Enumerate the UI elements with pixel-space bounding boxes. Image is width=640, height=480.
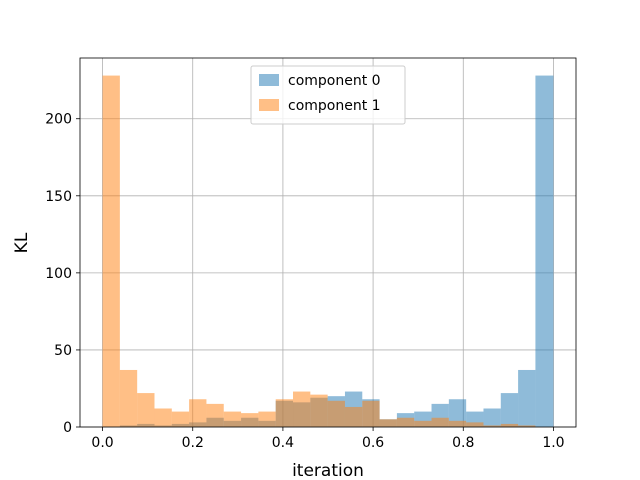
bar-component-1-20 [448,420,467,427]
bar-component-1-15 [362,400,380,427]
bar-component-1-11 [293,391,311,427]
x-tick-label: 0.8 [452,435,474,451]
bar-component-0-23 [500,393,519,427]
legend-label-component-0: component 0 [288,73,381,89]
bar-component-0-22 [483,408,501,427]
bar-component-1-1 [119,369,138,427]
bar-component-1-7 [223,411,242,427]
x-axis-ticks: 0.0 0.2 0.4 0.6 0.8 1.0 [91,427,565,451]
bar-component-1-5 [189,399,207,427]
bar-component-1-0 [102,75,120,428]
bar-component-1-19 [431,417,449,427]
bar-component-1-23 [500,423,519,427]
x-tick-label: 0.0 [91,435,113,451]
bars-group [102,75,554,428]
bar-component-1-21 [466,422,484,427]
plot-frame [79,57,577,428]
bar-component-1-12 [310,394,328,427]
bar-component-1-24 [518,425,536,427]
y-axis-label: KL [12,232,32,253]
bar-component-1-10 [275,399,294,427]
bar-component-1-16 [379,419,397,427]
legend-swatch-component-1 [259,99,279,111]
bar-component-1-17 [396,417,415,427]
x-tick-label: 1.0 [542,435,564,451]
bar-component-0-20 [448,399,467,427]
bar-component-1-9 [258,411,276,427]
x-tick-label: 0.2 [182,435,204,451]
y-axis-ticks: 0 50 100 150 200 [45,112,80,436]
legend-label-component-1: component 1 [288,98,381,114]
y-tick-label: 200 [45,112,72,128]
bar-component-1-14 [344,406,363,427]
bar-component-1-2 [137,393,155,427]
y-tick-label: 150 [45,189,72,205]
bar-component-1-4 [171,411,190,427]
y-tick-label: 50 [54,343,72,359]
bar-component-1-6 [206,403,224,427]
x-tick-label: 0.6 [362,435,384,451]
bar-component-1-18 [414,420,432,427]
bar-component-0-25 [535,75,554,428]
legend: component 0 component 1 [250,65,406,125]
legend-swatch-component-0 [259,74,279,86]
x-axis-label: iteration [292,461,364,480]
y-tick-label: 0 [63,420,72,436]
bar-component-0-24 [518,369,536,427]
bar-component-1-22 [483,425,501,427]
x-tick-label: 0.4 [272,435,294,451]
legend-box [250,65,406,125]
bar-component-1-13 [327,400,345,427]
y-tick-label: 100 [45,266,72,282]
bar-component-1-3 [154,408,172,427]
bar-component-1-8 [241,413,259,427]
